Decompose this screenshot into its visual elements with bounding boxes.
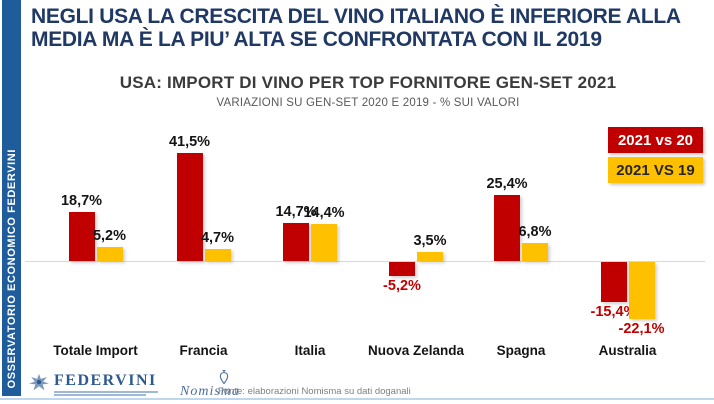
federvini-logo-text: FEDERVINI (54, 372, 157, 389)
value-label: 3,5% (413, 232, 447, 249)
value-label: 41,5% (168, 134, 211, 151)
source-text: Fonte: elaborazioni Nomisma su dati doga… (218, 386, 411, 397)
value-label: -5,2% (383, 277, 421, 294)
zero-axis-line (25, 260, 705, 262)
slide-title-line1: NEGLI USA LA CRESCITA DEL VINO ITALIANO … (31, 5, 681, 28)
chart-title: USA: IMPORT DI VINO PER TOP FORNITORE GE… (119, 73, 617, 92)
bar-2021vs19-totale-import (96, 247, 123, 261)
nomisma-logo-text: Nomisma (180, 384, 240, 399)
federvini-tagline-line (54, 391, 158, 393)
federvini-tagline-line2 (54, 394, 146, 396)
slide-title: NEGLI USA LA CRESCITA DEL VINO ITALIANO … (31, 5, 708, 51)
legend-2021-vs-20: 2021 vs 20 (608, 127, 703, 153)
bar-2021vs20-spagna (494, 194, 520, 261)
bar-2021vs19-nuova-zelanda (417, 251, 443, 261)
value-label: 5,2% (92, 228, 127, 245)
category-label-nuova-zelanda: Nuova Zelanda (367, 343, 465, 358)
value-label: 14,4% (303, 204, 345, 221)
value-label: -22,1% (618, 321, 665, 338)
nomisma-logo: Nomisma (180, 369, 240, 400)
bar-2021vs20-nuova-zelanda (389, 262, 415, 276)
value-label: 14,7% (275, 203, 317, 220)
bottom-divider (0, 398, 714, 400)
value-label: 4,7% (200, 229, 235, 246)
category-label-francia: Francia (179, 343, 228, 358)
bar-2021vs19-italia (311, 223, 337, 261)
footer: FEDERVINI Nomisma (28, 369, 240, 400)
value-label: 6,8% (518, 224, 552, 241)
slide-title-line2: MEDIA MA È LA PIU’ ALTA SE CONFRONTATA C… (31, 28, 602, 51)
bar-2021vs19-francia (204, 248, 231, 261)
legend-2021-vs-19: 2021 VS 19 (608, 157, 703, 183)
category-label-australia: Australia (598, 343, 657, 358)
bar-2021vs20-italia (283, 222, 309, 261)
chart-subtitle: VARIAZIONI SU GEN-SET 2020 E 2019 - % SU… (216, 97, 520, 109)
value-label: 25,4% (486, 175, 528, 192)
bar-2021vs19-australia (628, 262, 655, 320)
sidebar-band: OSSERVATORIO ECONOMICO FEDERVINI (2, 0, 21, 396)
bar-2021vs19-spagna (522, 243, 548, 261)
category-label-spagna: Spagna (496, 343, 546, 358)
category-label-italia: Italia (294, 343, 326, 358)
value-label: 18,7% (60, 193, 103, 210)
bar-2021vs20-totale-import (68, 212, 95, 261)
value-label: -15,4% (590, 304, 637, 321)
federvini-eagle-icon (28, 372, 50, 399)
federvini-logo: FEDERVINI (28, 372, 158, 399)
nomisma-amphora-icon (218, 369, 230, 389)
bar-2021vs20-francia (176, 153, 203, 261)
bar-2021vs20-australia (600, 262, 627, 303)
category-label-totale-import: Totale Import (53, 343, 138, 358)
